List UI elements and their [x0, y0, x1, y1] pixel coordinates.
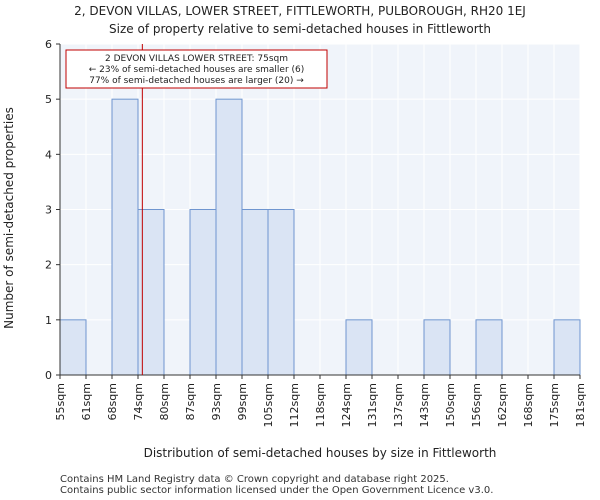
x-tick-label: 156sqm [470, 383, 483, 427]
histogram-bar [475, 319, 503, 376]
chart-title: 2, DEVON VILLAS, LOWER STREET, FITTLEWOR… [74, 4, 526, 18]
x-tick-label: 150sqm [444, 383, 457, 427]
histogram-bar [553, 319, 581, 376]
histogram-bar [189, 209, 217, 376]
y-axis-label: Number of semi-detached properties [2, 107, 16, 329]
y-tick-label: 1 [45, 314, 52, 327]
x-tick-label: 137sqm [392, 383, 405, 427]
annotation-line: 2 DEVON VILLAS LOWER STREET: 75sqm [105, 54, 288, 64]
x-tick-label: 55sqm [54, 383, 67, 420]
x-tick-label: 118sqm [314, 383, 327, 427]
x-tick-label: 143sqm [418, 383, 431, 427]
y-tick-label: 3 [45, 204, 52, 217]
x-tick-label: 112sqm [288, 383, 301, 427]
y-tick-label: 4 [45, 148, 52, 161]
y-tick-label: 5 [45, 93, 52, 106]
histogram-bar [111, 98, 139, 376]
x-tick-label: 80sqm [158, 383, 171, 420]
x-tick-label: 124sqm [340, 383, 353, 427]
footer-line-1: Contains HM Land Registry data © Crown c… [60, 474, 449, 485]
x-tick-label: 93sqm [210, 383, 223, 420]
y-tick-label: 6 [45, 38, 52, 51]
histogram-bar [267, 209, 295, 376]
x-tick-label: 87sqm [184, 383, 197, 420]
footer-line-2: Contains public sector information licen… [60, 485, 494, 496]
x-tick-label: 61sqm [80, 383, 93, 420]
axes-layer: 0 1 2 3 4 5 6 55sqm 61sqm 68sqm 74sqm 80sqm 87sqm 93s… [45, 38, 587, 427]
x-tick-label: 162sqm [496, 383, 509, 427]
marker-layer: 2 DEVON VILLAS LOWER STREET: 75sqm← 23% … [65, 44, 328, 375]
annotation-line: ← 23% of semi-detached houses are smalle… [89, 65, 305, 75]
x-axis-label: Distribution of semi-detached houses by … [144, 446, 497, 460]
histogram-bar [215, 98, 243, 376]
x-tick-label: 168sqm [522, 383, 535, 427]
x-tick-label: 74sqm [132, 383, 145, 420]
annotation-box [65, 49, 328, 89]
x-tick-label: 99sqm [236, 383, 249, 420]
x-tick-label: 131sqm [366, 383, 379, 427]
histogram-bar [241, 209, 269, 376]
histogram-bar [59, 319, 87, 376]
x-tick-label: 175sqm [548, 383, 561, 427]
x-tick-label: 105sqm [262, 383, 275, 427]
y-tick-label: 2 [45, 259, 52, 272]
chart-subtitle: Size of property relative to semi-detach… [109, 22, 491, 36]
histogram-bar [345, 319, 373, 376]
y-tick-label: 0 [45, 369, 52, 382]
histogram-bar [423, 319, 451, 376]
bars-layer [59, 98, 581, 376]
x-tick-label: 68sqm [106, 383, 119, 420]
annotation-line: 77% of semi-detached houses are larger (… [89, 76, 304, 86]
x-tick-label: 181sqm [574, 383, 587, 427]
